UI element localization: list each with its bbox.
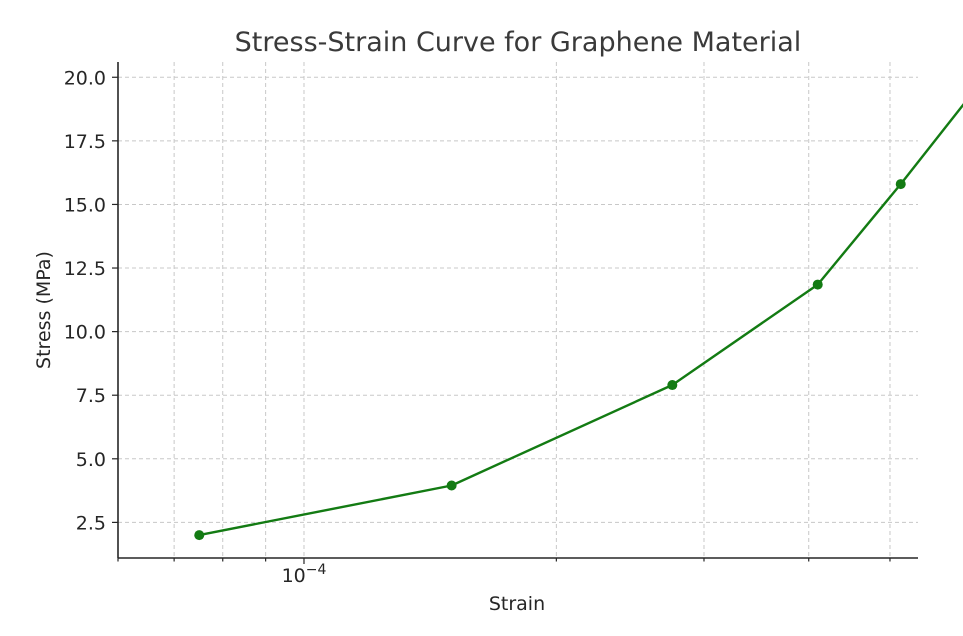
y-tick-label: 15.0	[64, 194, 106, 216]
data-point	[895, 179, 906, 190]
series	[194, 103, 963, 541]
y-tick-label: 20.0	[64, 67, 106, 89]
x-tick-label-exponent: −4	[306, 562, 327, 578]
y-tick-label: 12.5	[64, 258, 106, 280]
chart-title: Stress-Strain Curve for Graphene Materia…	[235, 27, 802, 58]
y-tick-label: 7.5	[76, 385, 106, 407]
data-point	[446, 480, 457, 491]
data-point	[667, 380, 678, 391]
grid	[117, 62, 918, 558]
axes	[117, 62, 918, 559]
x-tick-label: 10−4	[282, 562, 327, 587]
y-tick-label: 17.5	[64, 131, 106, 153]
ticks: 2.5 5.0 7.5 10.0 12.5 15.0 17.5 20.0 10−4	[64, 67, 891, 587]
series-line	[198, 103, 963, 537]
data-point	[194, 530, 205, 541]
y-tick-label: 5.0	[76, 449, 106, 471]
data-point	[812, 279, 823, 290]
y-tick-label: 10.0	[64, 322, 106, 344]
x-axis-label: Strain	[489, 593, 545, 615]
y-axis-label: Stress (MPa)	[33, 251, 55, 369]
y-tick-label: 2.5	[76, 512, 106, 534]
